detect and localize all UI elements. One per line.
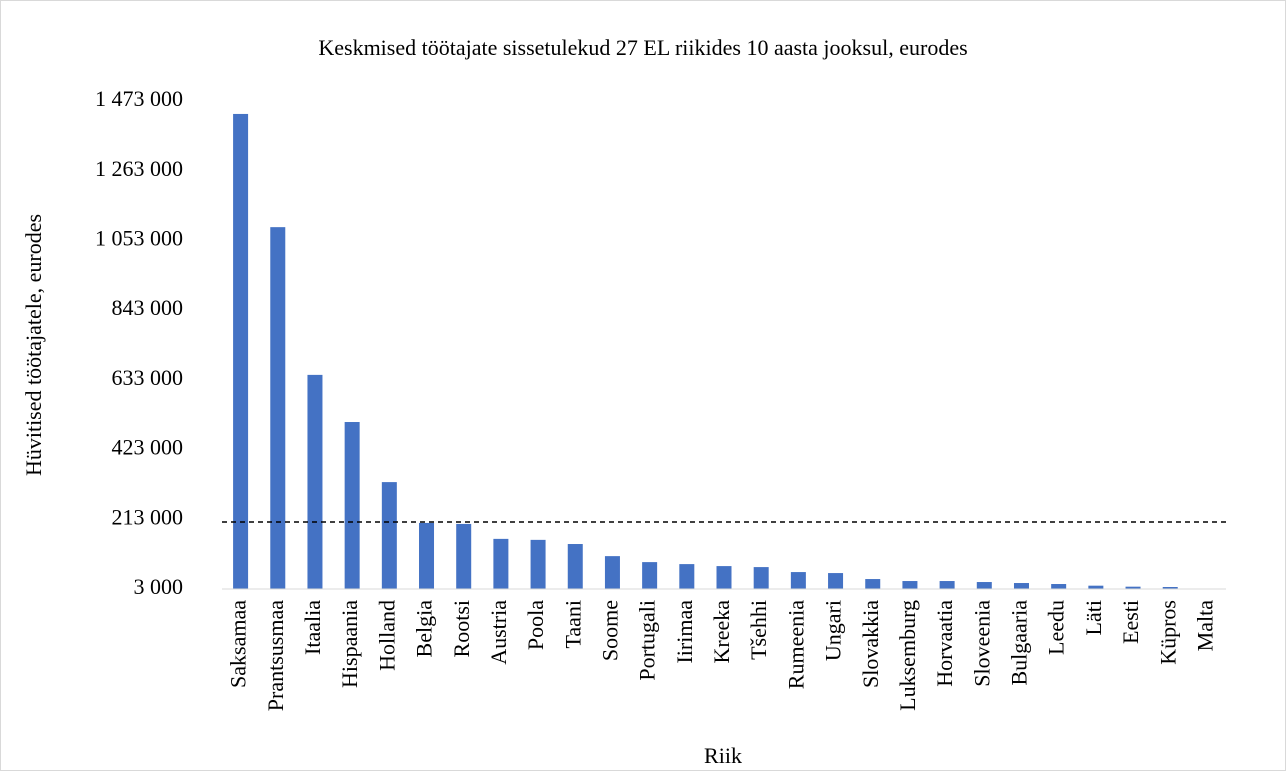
bar (419, 522, 435, 589)
x-tick-label: Taani (560, 600, 585, 649)
bar (976, 582, 992, 589)
x-tick-label: Horvaatia (932, 600, 957, 687)
x-tick-label: Slovakkia (858, 600, 883, 688)
x-tick-label: Leedu (1044, 600, 1069, 655)
bar (1013, 583, 1029, 589)
bar (1051, 584, 1067, 589)
x-tick-label: Iirimaa (672, 600, 697, 664)
bar (939, 581, 955, 589)
bar (1162, 587, 1178, 589)
x-tick-label: Rumeenia (783, 600, 808, 689)
y-tick-label: 213 000 (112, 504, 184, 529)
bar (790, 572, 806, 589)
x-tick-label: Tšehhi (746, 600, 771, 660)
bar (567, 544, 583, 589)
bar (828, 573, 844, 589)
bar (270, 227, 286, 589)
x-tick-label: Belgia (412, 600, 437, 658)
x-tick-label: Soome (597, 600, 622, 661)
bar (456, 523, 472, 589)
x-tick-label: Rootsi (449, 600, 474, 657)
y-axis-label: Hüvitised töötajatele, eurodes (21, 214, 46, 476)
y-tick-label: 1 053 000 (95, 225, 183, 250)
bar (344, 422, 360, 589)
x-tick-label: Kreeka (709, 600, 734, 664)
bar (493, 538, 509, 589)
bar (1125, 586, 1141, 589)
bar (753, 567, 769, 589)
x-tick-label: Austria (486, 600, 511, 665)
x-tick-label: Eesti (1118, 600, 1143, 644)
x-tick-label: Saksamaa (226, 600, 251, 688)
x-tick-label: Prantsusmaa (263, 600, 288, 711)
bar (865, 579, 881, 589)
x-tick-label: Hispaania (337, 600, 362, 688)
bar (679, 564, 695, 589)
bar (902, 581, 918, 589)
x-tick-label: Poola (523, 600, 548, 650)
bar (381, 482, 397, 589)
y-tick-label: 843 000 (112, 295, 184, 320)
x-tick-label: Luksemburg (895, 600, 920, 711)
bar (604, 556, 620, 589)
bar (642, 562, 658, 589)
x-tick-label: Läti (1081, 600, 1106, 635)
x-tick-label: Holland (374, 600, 399, 671)
bar (1088, 585, 1104, 589)
x-tick-label: Malta (1192, 600, 1217, 652)
y-tick-label: 423 000 (112, 435, 184, 460)
bar (530, 539, 546, 589)
x-axis-label: Riik (704, 743, 742, 768)
y-tick-label: 633 000 (112, 365, 184, 390)
bar (716, 566, 732, 589)
bar (307, 374, 323, 589)
x-tick-label: Küpros (1155, 600, 1180, 665)
x-tick-label: Bulgaaria (1007, 600, 1032, 686)
x-tick-label: Portugali (635, 600, 660, 681)
y-tick-label: 1 263 000 (95, 156, 183, 181)
y-tick-label: 1 473 000 (95, 86, 183, 111)
x-tick-label: Sloveenia (969, 600, 994, 687)
x-tick-label: Itaalia (300, 600, 325, 655)
x-tick-label: Ungari (821, 600, 846, 661)
y-tick-label: 3 000 (134, 574, 184, 599)
bar (233, 113, 249, 590)
chart-title: Keskmised töötajate sissetulekud 27 EL r… (318, 35, 967, 60)
